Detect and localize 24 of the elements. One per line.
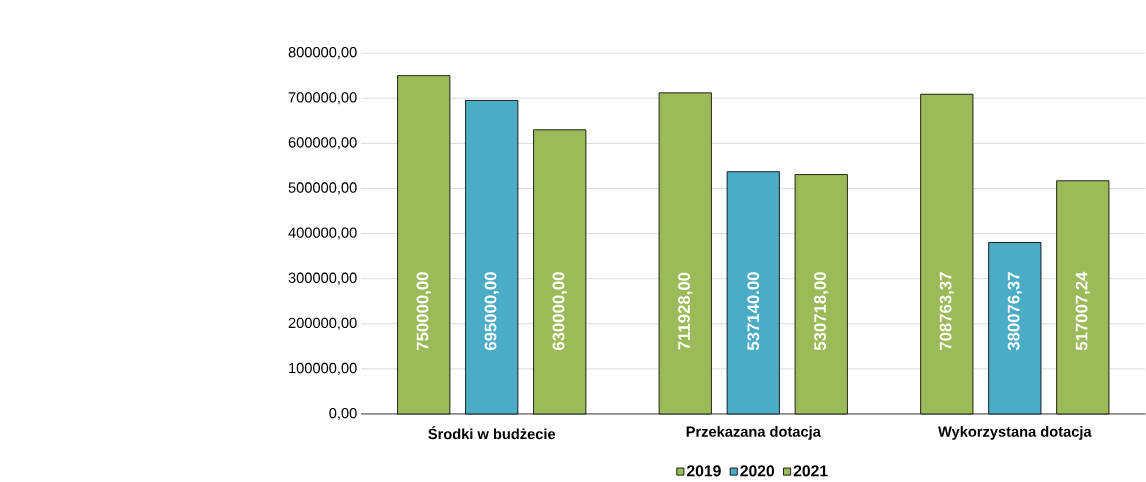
legend-label: 2019 xyxy=(686,465,721,477)
data-label: 711928,00 xyxy=(678,272,693,350)
legend-label: 2020 xyxy=(740,465,775,477)
y-tick-label: 400000,00 xyxy=(288,227,357,240)
y-tick-label: 300000,00 xyxy=(288,272,357,285)
y-tick-label: 100000,00 xyxy=(289,362,357,375)
x-tick-label: Przekazana dotacja xyxy=(686,426,821,440)
x-tick-label: Środki w budżecie xyxy=(428,426,556,440)
data-label: 750000,00 xyxy=(416,272,431,350)
y-tick-label: 600000,00 xyxy=(288,137,357,150)
data-label: 695000,00 xyxy=(484,272,499,351)
data-label: 530718,00 xyxy=(814,272,829,351)
x-tick-label: Wykorzystana dotacja xyxy=(938,426,1092,440)
y-tick-label: 700000,00 xyxy=(288,92,357,105)
y-tick-label: 800000,00 xyxy=(288,47,357,60)
data-label: 537140.00 xyxy=(747,272,760,351)
y-tick-label: 500000,00 xyxy=(288,182,357,195)
y-tick-label: 200000,00 xyxy=(288,317,357,330)
y-tick-label: 0,00 xyxy=(329,407,357,421)
data-label: 630000,00 xyxy=(552,272,567,351)
data-label: 708763,37 xyxy=(939,272,954,350)
legend-label: 2021 xyxy=(793,465,828,477)
data-label: 380076,37 xyxy=(1007,272,1022,351)
data-label: 517007,24 xyxy=(1075,271,1090,351)
